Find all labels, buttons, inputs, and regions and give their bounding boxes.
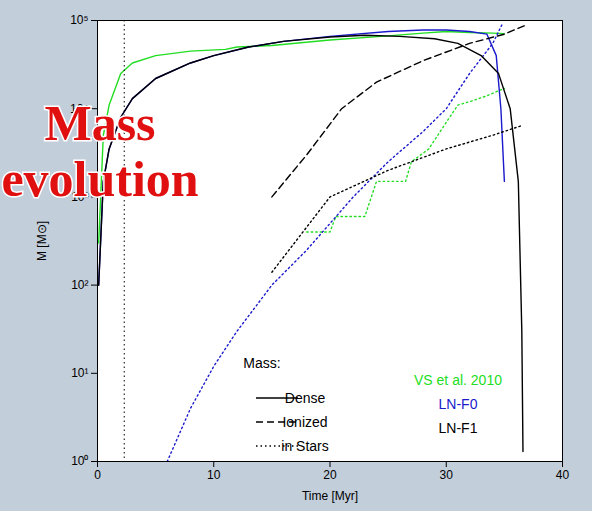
svg-text:LN-F0: LN-F0 [439, 396, 478, 412]
svg-text:Time [Myr]: Time [Myr] [302, 489, 358, 503]
svg-text:10: 10 [207, 468, 221, 482]
svg-text:Dense: Dense [285, 390, 326, 406]
svg-text:10⁰: 10⁰ [71, 454, 88, 468]
svg-text:30: 30 [440, 468, 454, 482]
svg-text:in Stars: in Stars [281, 438, 328, 454]
svg-text:10²: 10² [71, 278, 88, 292]
svg-text:40: 40 [556, 468, 570, 482]
svg-text:0: 0 [94, 468, 101, 482]
svg-text:Massevolution: Massevolution [1, 95, 198, 207]
svg-text:LN-F1: LN-F1 [439, 420, 478, 436]
svg-text:20: 20 [323, 468, 337, 482]
svg-text:Mass:: Mass: [243, 355, 280, 371]
svg-text:M [M⊙]: M [M⊙] [35, 221, 49, 261]
svg-text:10⁵: 10⁵ [70, 13, 88, 27]
svg-text:10¹: 10¹ [71, 366, 88, 380]
svg-text:VS et al. 2010: VS et al. 2010 [414, 372, 502, 388]
svg-text:Ionized: Ionized [282, 414, 327, 430]
